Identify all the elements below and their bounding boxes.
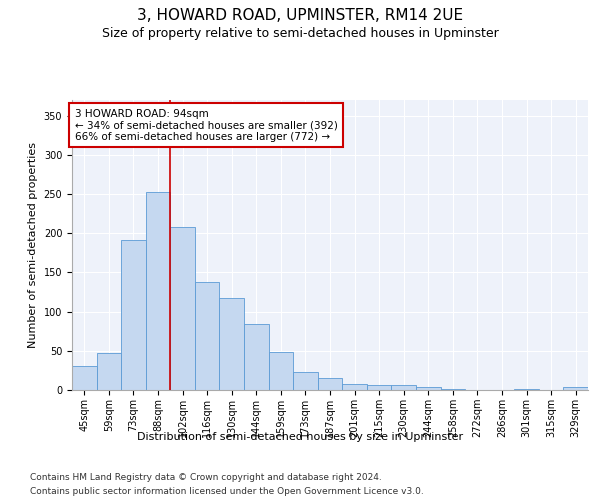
Text: Contains public sector information licensed under the Open Government Licence v3: Contains public sector information licen… (30, 488, 424, 496)
Text: 3, HOWARD ROAD, UPMINSTER, RM14 2UE: 3, HOWARD ROAD, UPMINSTER, RM14 2UE (137, 8, 463, 22)
Bar (391, 386, 416, 390)
Bar (244, 324, 269, 390)
Bar (170, 227, 195, 390)
Bar (293, 372, 318, 390)
Text: Distribution of semi-detached houses by size in Upminster: Distribution of semi-detached houses by … (137, 432, 463, 442)
Bar (72, 366, 97, 390)
Bar (318, 378, 342, 390)
Bar (97, 353, 121, 390)
Bar (146, 192, 170, 390)
Bar (416, 387, 440, 390)
Bar (195, 282, 220, 390)
Bar (563, 387, 588, 390)
Text: Size of property relative to semi-detached houses in Upminster: Size of property relative to semi-detach… (101, 28, 499, 40)
Text: 3 HOWARD ROAD: 94sqm
← 34% of semi-detached houses are smaller (392)
66% of semi: 3 HOWARD ROAD: 94sqm ← 34% of semi-detac… (74, 108, 337, 142)
Bar (121, 240, 146, 390)
Bar (342, 384, 367, 390)
Y-axis label: Number of semi-detached properties: Number of semi-detached properties (28, 142, 38, 348)
Text: Contains HM Land Registry data © Crown copyright and database right 2024.: Contains HM Land Registry data © Crown c… (30, 472, 382, 482)
Bar (220, 298, 244, 390)
Bar (367, 386, 391, 390)
Bar (514, 389, 539, 390)
Bar (269, 352, 293, 390)
Bar (440, 389, 465, 390)
